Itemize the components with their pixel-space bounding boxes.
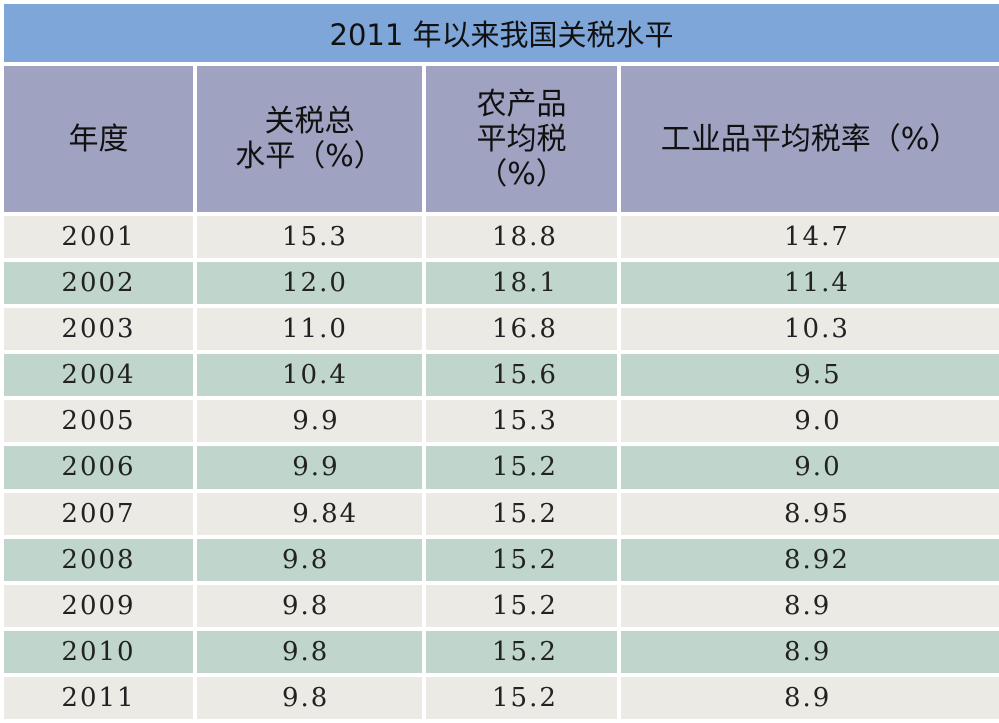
cell-industrial-tariff: 8.9	[616, 580, 999, 631]
cell-total-tariff: 9.8	[193, 534, 426, 585]
cell-agri-tariff: 18.8	[422, 212, 621, 263]
table-row: 2003 11.0 16.8 10.3	[0, 304, 999, 355]
header-agri-tariff: 农产品 平均税 （%）	[422, 62, 621, 217]
cell-industrial-tariff: 9.0	[616, 442, 999, 493]
cell-total-tariff: 11.0	[193, 304, 426, 355]
cell-year: 2009	[0, 580, 197, 631]
table-row: 2002 12.0 18.1 11.4	[0, 258, 999, 309]
cell-industrial-tariff: 10.3	[616, 304, 999, 355]
table-row: 2005 9.9 15.3 9.0	[0, 396, 999, 447]
cell-industrial-tariff: 8.9	[616, 672, 999, 723]
table-row: 2009 9.8 15.2 8.9	[0, 580, 999, 631]
cell-industrial-tariff: 9.5	[616, 350, 999, 401]
cell-agri-tariff: 15.2	[422, 488, 621, 539]
cell-total-tariff: 9.8	[193, 626, 426, 677]
table-row: 2001 15.3 18.8 14.7	[0, 212, 999, 263]
table-row: 2007 9.84 15.2 8.95	[0, 488, 999, 539]
cell-total-tariff: 15.3	[193, 212, 426, 263]
table-row: 2010 9.8 15.2 8.9	[0, 626, 999, 677]
header-line: 年度	[68, 121, 129, 157]
cell-total-tariff: 9.8	[193, 672, 426, 723]
cell-total-tariff: 9.9	[193, 442, 426, 493]
table-row: 2006 9.9 15.2 9.0	[0, 442, 999, 493]
cell-total-tariff: 9.8	[193, 580, 426, 631]
header-line: 工业品平均税率（%）	[660, 121, 960, 157]
cell-year: 2007	[0, 488, 197, 539]
header-line: 水平（%）	[235, 139, 384, 175]
cell-total-tariff: 12.0	[193, 258, 426, 309]
cell-industrial-tariff: 9.0	[616, 396, 999, 447]
cell-agri-tariff: 15.2	[422, 626, 621, 677]
table-row: 2011 9.8 15.2 8.9	[0, 672, 999, 723]
cell-agri-tariff: 15.2	[422, 442, 621, 493]
title-row: 2011 年以来我国关税水平	[0, 0, 999, 67]
cell-total-tariff: 9.9	[193, 396, 426, 447]
header-line: 平均税	[476, 121, 567, 157]
cell-agri-tariff: 15.2	[422, 534, 621, 585]
cell-agri-tariff: 15.2	[422, 672, 621, 723]
header-industrial-tariff: 工业品平均税率（%）	[616, 62, 999, 217]
cell-year: 2004	[0, 350, 197, 401]
cell-year: 2001	[0, 212, 197, 263]
table-row: 2008 9.8 15.2 8.92	[0, 534, 999, 585]
header-line: 农产品	[476, 86, 567, 122]
cell-year: 2003	[0, 304, 197, 355]
header-total-tariff: 关税总 水平（%）	[193, 62, 426, 217]
cell-agri-tariff: 15.2	[422, 580, 621, 631]
cell-year: 2011	[0, 672, 197, 723]
header-year: 年度	[0, 62, 197, 217]
header-line: （%）	[477, 156, 566, 192]
cell-industrial-tariff: 8.92	[616, 534, 999, 585]
cell-agri-tariff: 15.6	[422, 350, 621, 401]
cell-year: 2006	[0, 442, 197, 493]
cell-industrial-tariff: 8.9	[616, 626, 999, 677]
cell-industrial-tariff: 8.95	[616, 488, 999, 539]
cell-agri-tariff: 16.8	[422, 304, 621, 355]
cell-industrial-tariff: 14.7	[616, 212, 999, 263]
cell-total-tariff: 9.84	[193, 488, 426, 539]
cell-year: 2005	[0, 396, 197, 447]
cell-year: 2010	[0, 626, 197, 677]
cell-year: 2002	[0, 258, 197, 309]
table-row: 2004 10.4 15.6 9.5	[0, 350, 999, 401]
header-line: 关税总	[264, 104, 355, 140]
cell-total-tariff: 10.4	[193, 350, 426, 401]
table-title: 2011 年以来我国关税水平	[0, 0, 999, 67]
cell-agri-tariff: 15.3	[422, 396, 621, 447]
header-row: 年度 关税总 水平（%） 农产品 平均税 （%） 工业品平均税率（%）	[0, 62, 999, 217]
cell-agri-tariff: 18.1	[422, 258, 621, 309]
cell-industrial-tariff: 11.4	[616, 258, 999, 309]
cell-year: 2008	[0, 534, 197, 585]
